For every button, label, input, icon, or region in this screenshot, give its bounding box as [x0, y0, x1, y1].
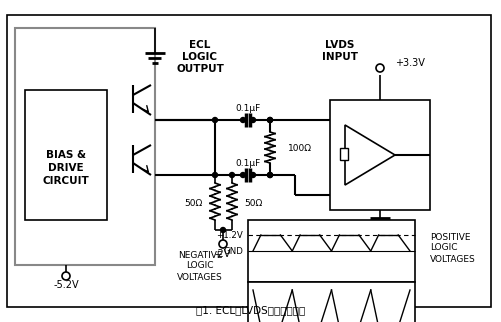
Text: 50Ω: 50Ω	[243, 198, 262, 207]
Text: LOGIC: LOGIC	[182, 52, 217, 62]
Text: BIAS &: BIAS &	[46, 150, 86, 160]
Bar	[25, 90, 107, 220]
Bar	[247, 220, 414, 282]
Text: VOLTAGES: VOLTAGES	[177, 272, 222, 281]
Text: GND: GND	[222, 247, 242, 255]
Bar	[339, 148, 347, 160]
Text: DRIVE: DRIVE	[48, 163, 84, 173]
Text: -5.2V: -5.2V	[53, 280, 79, 290]
Text: LOGIC: LOGIC	[429, 243, 456, 252]
Circle shape	[229, 173, 234, 177]
Bar	[329, 100, 429, 210]
Text: 0.1µF: 0.1µF	[235, 158, 260, 167]
Text: -2V: -2V	[214, 249, 231, 259]
Text: 100Ω: 100Ω	[288, 144, 312, 153]
Text: LVDS: LVDS	[325, 40, 354, 50]
Circle shape	[250, 118, 255, 122]
Circle shape	[220, 228, 225, 232]
Text: VOLTAGES: VOLTAGES	[429, 254, 475, 263]
Circle shape	[240, 173, 245, 177]
Circle shape	[212, 173, 217, 177]
Circle shape	[240, 118, 245, 122]
Circle shape	[267, 173, 272, 177]
Circle shape	[375, 64, 383, 72]
Text: ECL: ECL	[189, 40, 210, 50]
Circle shape	[212, 118, 217, 122]
Text: CIRCUIT: CIRCUIT	[43, 176, 89, 186]
Text: 50Ω: 50Ω	[184, 198, 202, 207]
Bar	[15, 28, 155, 265]
Text: OUTPUT: OUTPUT	[176, 64, 223, 74]
Text: POSITIVE: POSITIVE	[429, 232, 469, 242]
Text: +3.3V: +3.3V	[394, 58, 424, 68]
Text: 圖1. ECL至LVDS電平轉換配置: 圖1. ECL至LVDS電平轉換配置	[196, 305, 305, 315]
Circle shape	[267, 173, 272, 177]
Text: NEGATIVE: NEGATIVE	[177, 251, 222, 260]
Text: LOGIC: LOGIC	[186, 261, 213, 270]
Text: +1.2V: +1.2V	[216, 231, 242, 240]
Circle shape	[218, 240, 226, 248]
Circle shape	[62, 272, 70, 280]
Text: INPUT: INPUT	[321, 52, 357, 62]
Circle shape	[267, 118, 272, 122]
Text: 0.1µF: 0.1µF	[235, 103, 260, 112]
Circle shape	[250, 173, 255, 177]
Bar	[247, 282, 414, 322]
Circle shape	[267, 118, 272, 122]
